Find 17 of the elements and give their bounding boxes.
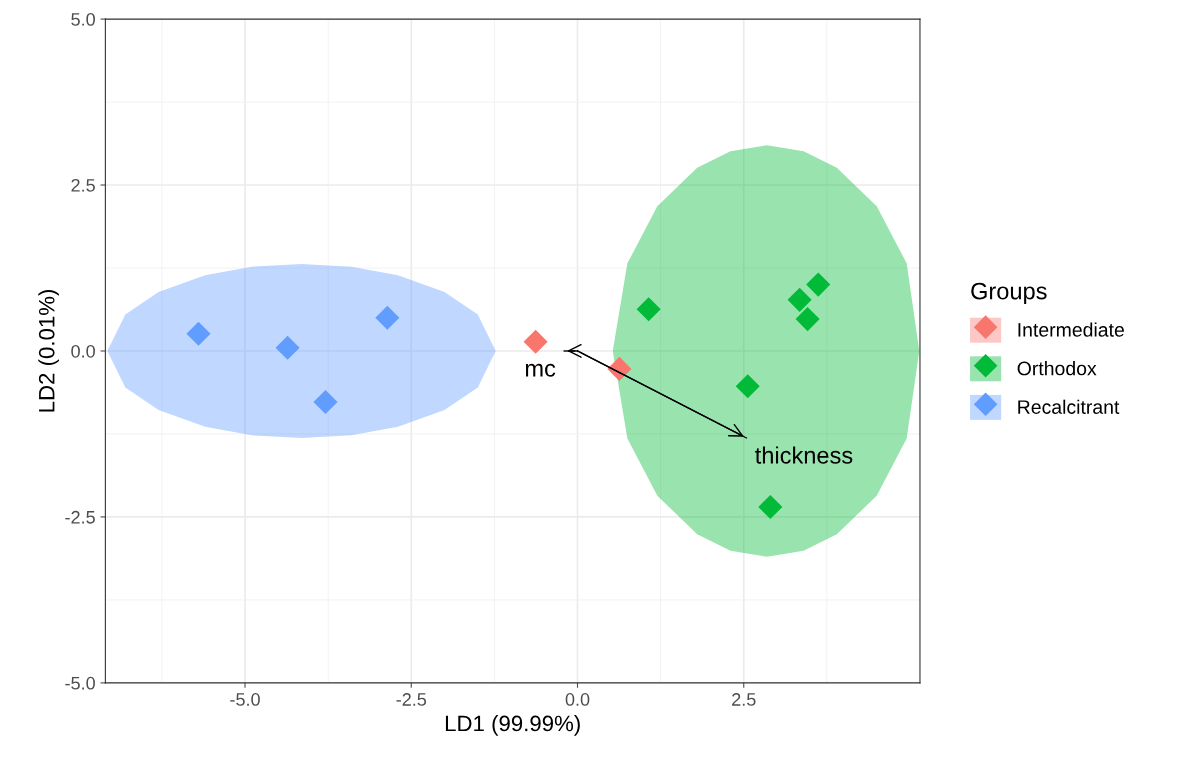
legend-label: Orthodox bbox=[1017, 361, 1097, 376]
x-tick-label: -5.0 bbox=[230, 693, 260, 706]
y-tick-label: 0.0 bbox=[71, 344, 95, 358]
series-label: thickness bbox=[755, 446, 853, 464]
y-tick-label: 2.5 bbox=[71, 178, 95, 192]
y-tick-label: -5.0 bbox=[65, 676, 95, 690]
x-axis-title: LD1 (99.99%) bbox=[445, 714, 580, 736]
x-tick-label: 0.0 bbox=[565, 693, 590, 706]
x-tick-label: -2.5 bbox=[396, 693, 427, 706]
legend-label: Intermediate bbox=[1018, 322, 1124, 337]
y-tick-label: -2.5 bbox=[65, 510, 95, 524]
series-label: mc bbox=[525, 363, 556, 377]
y-axis-title: LD2 (0.01%) bbox=[38, 289, 59, 412]
x-tick-label: 2.5 bbox=[732, 693, 756, 706]
legend-title: Groups bbox=[971, 282, 1047, 305]
legend-label: Recalcitrant bbox=[1018, 399, 1120, 414]
y-tick-label: 5.0 bbox=[71, 13, 95, 26]
